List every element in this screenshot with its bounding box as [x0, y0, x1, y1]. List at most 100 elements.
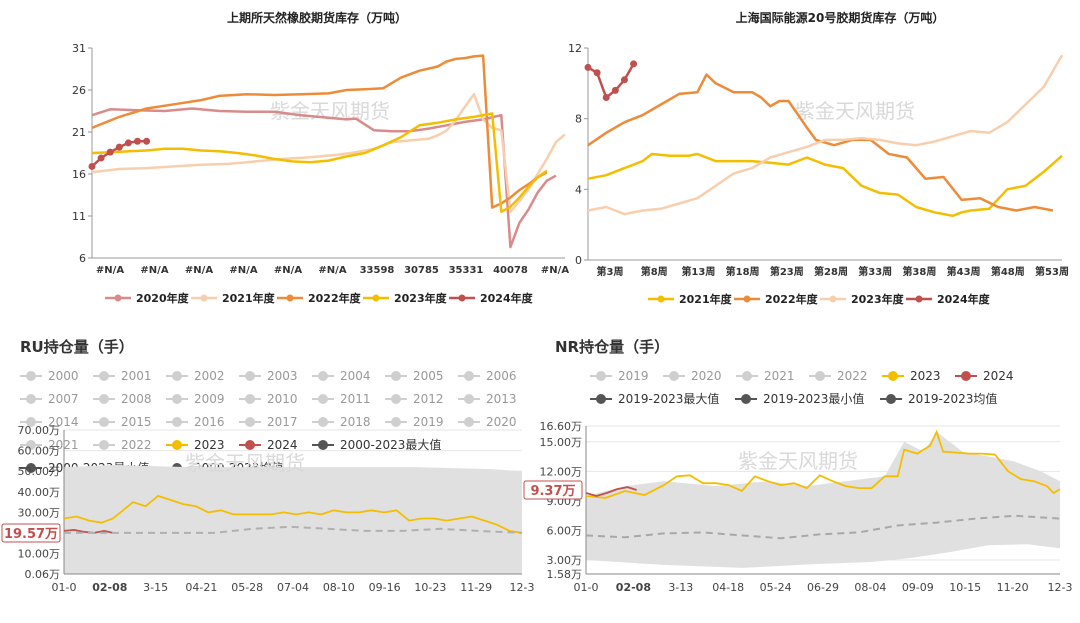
legend-label-2008: 2008: [121, 392, 152, 406]
legend-marker-2001: [99, 371, 109, 381]
series-line-2024: [585, 486, 637, 497]
x-tick-label: 第13周: [681, 265, 715, 278]
legend-marker-2020年度: [114, 294, 122, 302]
x-tick-label: 3-13: [668, 581, 693, 594]
legend-label-2020: 2020: [691, 369, 722, 383]
x-tick-label: 35331: [449, 265, 484, 276]
series-point-2024年度: [115, 143, 123, 151]
legend-marker-2013: [464, 394, 474, 404]
x-tick-label: #N/A: [140, 265, 168, 276]
x-tick-label: 05-24: [760, 581, 792, 594]
y-tick-label: 30.00万: [18, 506, 61, 519]
x-tick-label: 第18周: [726, 265, 760, 278]
legend-label-2022年度: 2022年度: [308, 291, 362, 305]
legend-label-2009: 2009: [194, 392, 225, 406]
legend-marker-2019: [596, 371, 606, 381]
panel-ru-inventory: 上期所天然橡胶期货库存（万吨） 紫金天风期货 6 11 16 21 26 31 #N/A #N…: [72, 10, 569, 305]
legend-label-2023年度: 2023年度: [851, 292, 905, 306]
legend-label-2019-2023最大值: 2019-2023最大值: [618, 391, 719, 406]
legend-marker-2016: [172, 417, 182, 427]
legend-marker-2020: [669, 371, 679, 381]
legend-label-2021: 2021: [764, 369, 795, 383]
legend-marker-2024: [961, 371, 971, 381]
legend-label-2010: 2010: [267, 392, 298, 406]
y-tick-label: 6.00万: [547, 524, 583, 537]
current-value-box: [1, 523, 61, 543]
x-tick-label: 第23周: [770, 265, 804, 278]
legend-marker-2023年度: [372, 294, 380, 302]
y-tick-label: 40.00万: [18, 486, 61, 499]
y-tick-label: 70.00万: [18, 424, 61, 437]
x-tick-label: 10-15: [949, 581, 981, 594]
series-point-2024年度: [611, 86, 619, 94]
x-tick-label: 02-08: [92, 581, 127, 594]
x-tick-label: 09-09: [902, 581, 934, 594]
x-tick-label: #N/A: [185, 265, 213, 276]
series-point-2024年度: [88, 162, 96, 170]
series-line-2023: [585, 429, 1061, 499]
legend-label-2021年度: 2021年度: [222, 291, 276, 305]
series-line-2023: [63, 494, 523, 534]
legend-marker-2023: [172, 440, 182, 450]
current-value-label: 19.57万: [4, 527, 58, 542]
series-line-2000-2023均值: [64, 525, 523, 534]
y-tick-label: 6: [79, 252, 86, 265]
legend-marker-2000-2023最大值: [318, 440, 328, 450]
legend-marker-2000-2023最小值: [26, 463, 36, 473]
legend-label-2024: 2024: [983, 369, 1014, 383]
series-line-2021年度: [587, 152, 1063, 218]
legend-marker-2024年度: [458, 294, 466, 302]
series-point-2024年度: [106, 148, 114, 156]
y-tick-label: 16: [72, 168, 86, 181]
legend-marker-2022年度: [743, 295, 751, 303]
x-tick-label: 40078: [493, 265, 528, 276]
x-tick-label: 3-15: [143, 581, 168, 594]
y-tick-label: 10.00万: [18, 548, 61, 561]
legend-marker-2007: [26, 394, 36, 404]
panel-4-title: NR持仓量（手）: [555, 338, 669, 356]
legend-label-2014: 2014: [48, 415, 79, 429]
x-tick-label: 第3周: [597, 265, 624, 278]
y-tick-label: 4: [575, 183, 582, 196]
legend-marker-2002: [172, 371, 182, 381]
panel-4-watermark: 紫金天风期货: [738, 449, 858, 473]
legend-marker-2009: [172, 394, 182, 404]
legend-marker-2010: [245, 394, 255, 404]
x-tick-label: 06-29: [807, 581, 839, 594]
panel-1-title: 上期所天然橡胶期货库存（万吨）: [227, 10, 407, 25]
legend-label-2023: 2023: [194, 438, 225, 452]
panel-ru-open-interest: RU持仓量（手） 2000 2001 2002 2003 2004 2005 2006 200…: [1, 338, 534, 594]
legend-label-2015: 2015: [121, 415, 152, 429]
legend-label-2019: 2019: [618, 369, 649, 383]
x-tick-label: 08-10: [323, 581, 355, 594]
legend-marker-2008: [99, 394, 109, 404]
legend-label-2024年度: 2024年度: [480, 291, 534, 305]
legend-label-2003: 2003: [267, 369, 298, 383]
x-tick-label: 第38周: [902, 265, 936, 278]
legend-label-2007: 2007: [48, 392, 79, 406]
legend-marker-2022: [99, 440, 109, 450]
legend-marker-2019-2023最大值: [596, 394, 606, 404]
legend-marker-2019-2023均值: [886, 394, 896, 404]
series-line-2023年度: [587, 54, 1064, 216]
y-tick-label: 12.00万: [540, 465, 583, 478]
y-tick-label: 26: [72, 84, 86, 97]
x-tick-label: 30785: [404, 265, 439, 276]
panel-1-watermark: 紫金天风期货: [270, 99, 390, 123]
panel-3-title: RU持仓量（手）: [20, 338, 134, 356]
legend-label-2018: 2018: [340, 415, 371, 429]
x-tick-label: #N/A: [318, 265, 346, 276]
panel-2-title: 上海国际能源20号胶期货库存（万吨）: [736, 10, 945, 25]
series-point-2024年度: [133, 137, 141, 145]
x-tick-label: 第8周: [641, 265, 668, 278]
y-tick-label: 21: [72, 126, 86, 139]
legend-marker-2023年度: [829, 295, 837, 303]
legend-marker-2000: [26, 371, 36, 381]
x-tick-label: 第48周: [991, 265, 1025, 278]
y-tick-label: 8: [575, 113, 582, 126]
legend-marker-2018: [318, 417, 328, 427]
series-point-2024年度: [620, 76, 628, 84]
y-tick-label: 16.60万: [540, 420, 583, 433]
legend-label-2024年度: 2024年度: [937, 292, 991, 306]
